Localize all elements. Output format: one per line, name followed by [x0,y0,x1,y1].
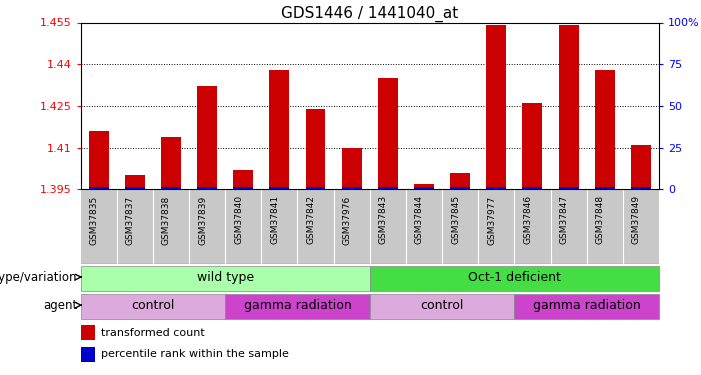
Bar [594,70,615,189]
Bar [125,176,145,189]
Bar [342,187,362,189]
Bar [486,187,506,189]
Bar [378,187,397,189]
Text: GSM37839: GSM37839 [198,195,207,244]
Bar [486,25,506,189]
Text: agent: agent [43,298,77,312]
Text: GSM37842: GSM37842 [306,195,315,244]
Text: gamma radiation: gamma radiation [533,298,641,312]
Text: GSM37849: GSM37849 [632,195,641,244]
Text: control: control [131,298,175,312]
Bar [81,325,95,340]
Bar [559,187,578,189]
Bar [81,294,225,319]
Bar [369,266,659,291]
Text: GSM37977: GSM37977 [487,195,496,244]
Bar [369,294,515,319]
Bar [225,294,370,319]
Bar [89,187,109,189]
Bar [81,346,95,362]
Bar [306,187,325,189]
Bar [269,70,290,189]
Bar [522,103,543,189]
Bar [450,172,470,189]
Bar [378,78,397,189]
Bar [233,170,253,189]
Text: GSM37835: GSM37835 [90,195,99,244]
Text: GSM37848: GSM37848 [596,195,605,244]
Text: genotype/variation: genotype/variation [0,270,77,284]
Bar [161,187,181,189]
Text: GSM37841: GSM37841 [271,195,280,244]
Bar [594,187,615,189]
Text: GSM37846: GSM37846 [524,195,533,244]
Bar [269,187,290,189]
Bar [197,87,217,189]
Bar [559,25,578,189]
Text: percentile rank within the sample: percentile rank within the sample [101,349,289,359]
Text: wild type: wild type [197,270,254,284]
Bar [342,148,362,189]
Text: GSM37843: GSM37843 [379,195,388,244]
Bar [522,187,543,189]
Text: GSM37844: GSM37844 [415,195,424,244]
Bar [81,266,370,291]
Bar [515,294,659,319]
Bar [631,187,651,189]
Bar [125,187,145,189]
Text: transformed count: transformed count [101,328,205,338]
Text: GSM37847: GSM37847 [559,195,569,244]
Text: Oct-1 deficient: Oct-1 deficient [468,270,561,284]
Text: GSM37845: GSM37845 [451,195,460,244]
Text: control: control [421,298,464,312]
Text: gamma radiation: gamma radiation [244,298,351,312]
Text: GSM37838: GSM37838 [162,195,171,244]
Bar [414,187,434,189]
Bar [89,131,109,189]
Bar [306,109,325,189]
Bar [631,145,651,189]
Bar [233,187,253,189]
Bar [450,187,470,189]
Title: GDS1446 / 1441040_at: GDS1446 / 1441040_at [281,6,458,22]
Bar [414,184,434,189]
Bar [161,136,181,189]
Text: GSM37840: GSM37840 [234,195,243,244]
Text: GSM37837: GSM37837 [126,195,135,244]
Bar [197,187,217,189]
Text: GSM37976: GSM37976 [343,195,352,244]
